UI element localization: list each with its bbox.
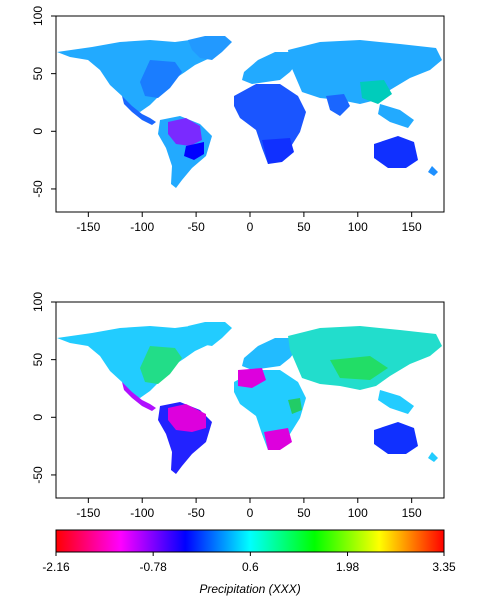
land-amazon — [168, 404, 206, 432]
land-north-america-east — [140, 60, 182, 98]
axes-bottom: -150 -100 -50 0 50 100 150 100 50 0 -50 — [31, 292, 422, 520]
y-tick-label-top: 0 — [31, 128, 45, 135]
x-tick-label-bottom: -150 — [76, 506, 100, 520]
land-asia-east — [360, 80, 392, 104]
y-tick-label-bottom: 50 — [31, 353, 45, 367]
land-north-america-east — [140, 346, 182, 384]
land-africa-east — [288, 398, 302, 414]
land-mexico — [122, 382, 156, 411]
land-asia — [288, 40, 442, 104]
colorbar-tick-label: -0.78 — [139, 560, 167, 574]
land-new-zealand — [428, 166, 438, 176]
land-southeast-asia — [378, 104, 414, 128]
x-tick-label-top: 150 — [402, 220, 422, 234]
colorbar-tick-label: -2.16 — [42, 560, 70, 574]
land-africa-south — [264, 428, 292, 450]
x-tick-label-top: 50 — [297, 220, 311, 234]
x-tick-label-bottom: 100 — [348, 506, 368, 520]
x-tick-label-bottom: 0 — [247, 506, 254, 520]
land-australia — [374, 422, 418, 454]
colorbar: -2.16 -0.78 0.6 1.98 3.35 Precipitation (XXX… — [42, 529, 456, 596]
land-greenland — [188, 36, 232, 60]
land-europe — [242, 52, 298, 84]
y-tick-label-top: 50 — [31, 67, 45, 81]
x-tick-label-top: -150 — [76, 220, 100, 234]
land-africa-south — [262, 138, 294, 164]
land-north-america — [57, 326, 215, 398]
land-europe — [242, 338, 298, 370]
y-tick-label-bottom: 100 — [31, 292, 45, 312]
colorbar-tick-label: 3.35 — [432, 560, 456, 574]
y-tick-label-bottom: 0 — [31, 414, 45, 421]
y-tick-label-top: -50 — [31, 180, 45, 198]
land-amazon — [168, 118, 202, 146]
land-greenland — [188, 322, 232, 346]
land-asia-central — [330, 356, 388, 380]
land-new-zealand — [428, 452, 438, 462]
x-tick-label-top: 0 — [247, 220, 254, 234]
x-tick-label-bottom: -50 — [187, 506, 205, 520]
x-tick-label-bottom: 50 — [297, 506, 311, 520]
x-tick-label-bottom: 150 — [402, 506, 422, 520]
x-tick-label-top: -100 — [130, 220, 154, 234]
y-tick-label-bottom: -50 — [31, 466, 45, 484]
land-australia — [374, 136, 418, 168]
x-tick-label-top: 100 — [348, 220, 368, 234]
land-brazil-east — [184, 142, 204, 160]
x-tick-label-bottom: -100 — [130, 506, 154, 520]
land-north-america — [57, 40, 215, 112]
land-top — [57, 36, 442, 188]
colorbar-title: Precipitation (XXX) — [199, 582, 300, 596]
colorbar-tick-label: 0.6 — [242, 560, 259, 574]
colorbar-bar — [55, 529, 445, 553]
y-tick-label-top: 100 — [31, 6, 45, 26]
land-southeast-asia — [378, 390, 414, 414]
axes-top: -150 -100 -50 0 50 100 150 100 50 0 -50 — [31, 6, 422, 234]
x-tick-label-top: -50 — [187, 220, 205, 234]
map-panel-top: -150 -100 -50 0 50 100 150 100 50 0 -50 — [31, 6, 445, 234]
colorbar-ticks: -2.16 -0.78 0.6 1.98 3.35 — [42, 552, 456, 574]
map-panel-bottom: -150 -100 -50 0 50 100 150 100 50 0 -50 — [31, 292, 445, 520]
land-bottom — [57, 322, 442, 474]
land-india — [326, 94, 350, 116]
colorbar-tick-label: 1.98 — [336, 560, 360, 574]
land-central-america — [122, 96, 156, 125]
land-sahara-west — [238, 368, 266, 388]
